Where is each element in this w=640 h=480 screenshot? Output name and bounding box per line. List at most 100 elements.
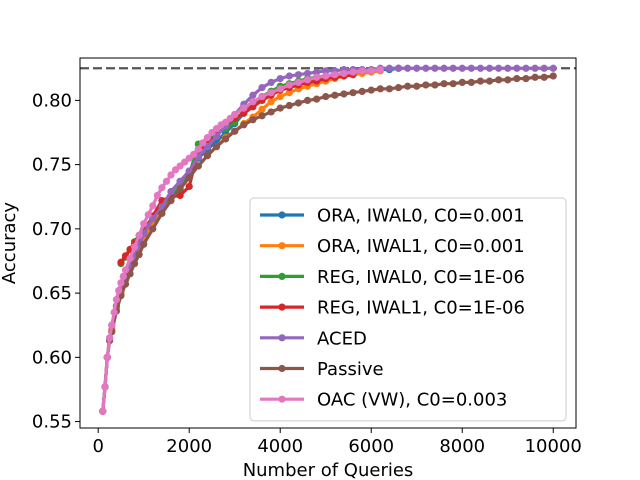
legend-label: ORA, IWAL0, C0=0.001 [317,206,525,227]
data-point [149,225,157,233]
data-point [376,85,384,93]
x-tick-label: 10000 [525,436,582,457]
data-point [135,250,143,259]
data-point [258,92,266,101]
data-point [285,89,293,97]
data-point [358,67,366,75]
data-point [105,334,114,342]
data-point [185,182,193,191]
data-point [540,73,548,81]
y-tick-label: 0.60 [32,347,72,368]
data-point [303,76,312,84]
y-tick-label: 0.80 [32,90,72,111]
data-point [203,134,212,142]
data-point [531,73,539,81]
data-point [249,98,257,106]
data-point [495,64,503,72]
data-point [294,99,303,107]
x-tick-label: 0 [92,436,103,457]
data-point [431,81,439,89]
data-point [522,64,530,72]
data-point [413,64,421,72]
data-point [167,171,175,179]
data-point [167,197,175,205]
data-point [158,184,166,192]
data-point [340,69,348,78]
data-point [513,64,521,72]
series-layer [99,64,557,415]
data-point [413,82,421,90]
data-point [322,92,330,101]
data-point [485,77,494,85]
data-point [313,73,321,81]
legend-box [249,197,567,422]
data-point [449,64,457,72]
y-axis-label: Accuracy [0,202,20,285]
data-point [513,74,521,83]
data-point [135,231,143,239]
data-point [376,65,384,74]
legend-item: OAC (VW), C0=0.003 [260,390,507,411]
data-point [162,177,171,185]
data-point [276,92,284,101]
data-point [504,76,512,84]
data-point [267,108,275,116]
legend-marker [278,364,286,373]
data-point [349,89,357,97]
data-point [449,80,457,88]
data-point [331,71,339,79]
legend-item: ORA, IWAL0, C0=0.001 [260,206,525,227]
data-point [267,98,275,106]
x-axis-ticks: 0 2000 4000 6000 8000 10000 [92,428,582,457]
data-point [385,64,394,72]
data-point [99,407,107,415]
data-point [349,68,357,76]
data-point [121,266,130,274]
data-point [440,64,448,72]
data-point [199,139,207,147]
data-point [117,258,125,266]
data-point [549,64,557,72]
data-point [476,64,485,72]
data-point [153,191,161,200]
data-point [367,67,375,75]
y-axis-ticks: 0.55 0.60 0.65 0.70 0.75 0.80 [32,90,80,433]
data-point [158,209,166,218]
data-point [231,127,239,135]
data-point [112,295,120,304]
data-point [176,185,184,193]
legend-marker [278,211,286,219]
y-tick-label: 0.70 [32,219,72,240]
data-point [258,83,266,92]
data-point [394,83,403,92]
legend-item: REG, IWAL1, C0=1E-06 [260,298,525,319]
legend-label: ACED [317,328,367,349]
data-point [431,64,439,72]
legend-marker [278,395,286,403]
data-point [285,101,293,110]
data-point [540,64,548,72]
data-point [549,72,557,80]
legend-label: Passive [317,359,384,380]
legend-item: REG, IWAL0, C0=1E-06 [260,267,525,288]
legend-label: REG, IWAL0, C0=1E-06 [317,267,525,288]
data-point [303,69,312,78]
y-tick-label: 0.75 [32,155,72,176]
y-tick-label: 0.65 [32,283,72,304]
data-point [117,279,125,287]
data-point [458,64,466,72]
legend-label: REG, IWAL1, C0=1E-06 [317,298,525,319]
legend: ORA, IWAL0, C0=0.001 ORA, IWAL1, C0=0.001… [249,197,567,422]
data-point [322,67,330,75]
data-point [322,72,330,80]
data-point [140,240,148,248]
legend-item: ORA, IWAL1, C0=0.001 [260,236,525,257]
data-point [313,68,321,76]
legend-item: ACED [260,328,367,349]
data-point [249,103,257,111]
data-point [476,77,485,85]
data-point [101,383,109,391]
legend-marker [278,303,286,311]
data-point [203,152,212,160]
data-point [522,74,530,83]
